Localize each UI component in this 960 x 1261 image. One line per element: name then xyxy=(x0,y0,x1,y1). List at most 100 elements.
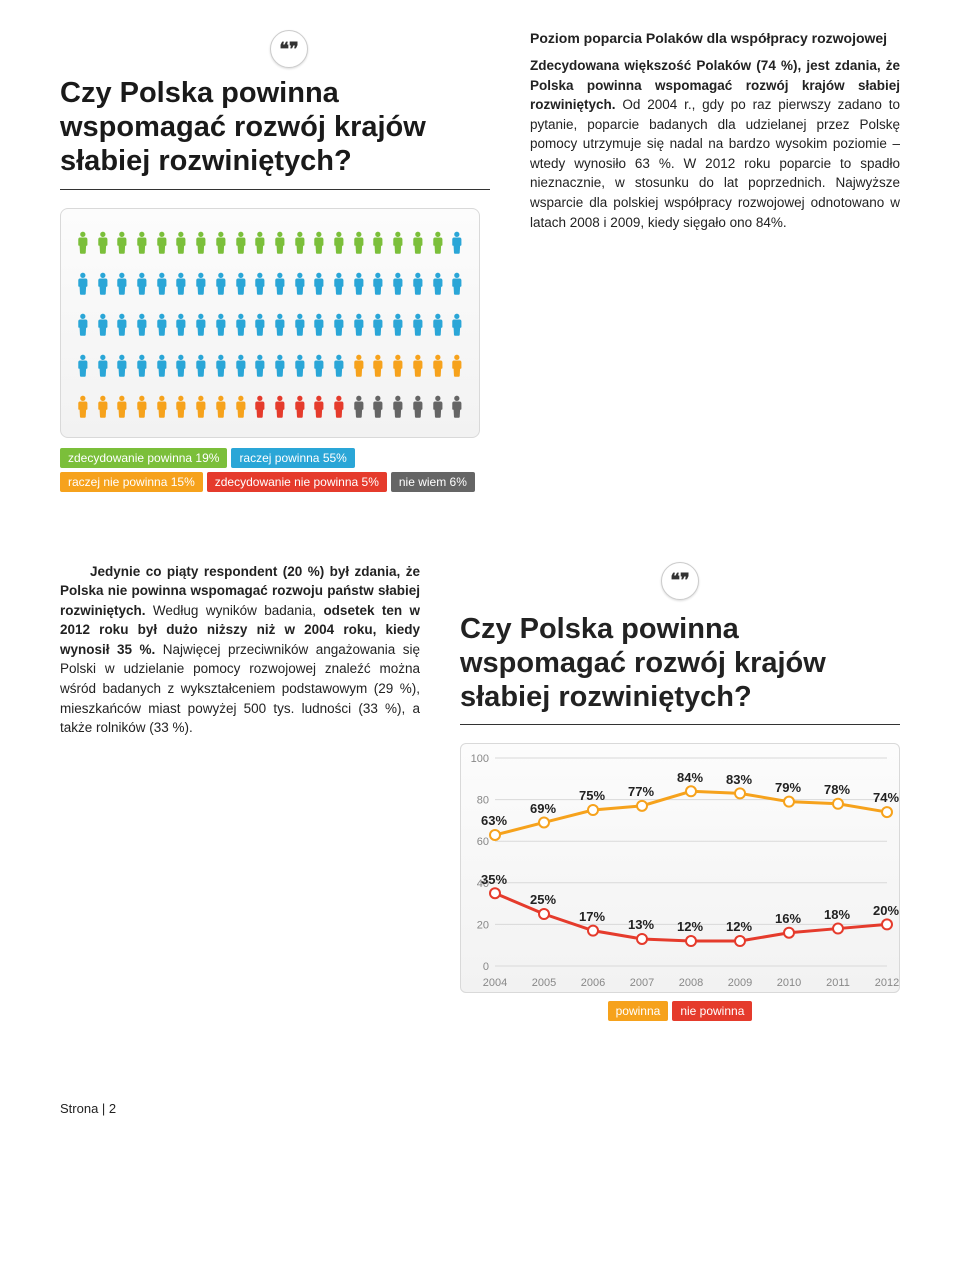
person-icon xyxy=(390,346,406,385)
person-icon xyxy=(449,387,465,426)
page-footer: Strona | 2 xyxy=(60,1101,900,1116)
person-icon xyxy=(331,223,347,262)
person-icon xyxy=(193,346,209,385)
person-icon xyxy=(430,387,446,426)
quote-icon: ❝❞ xyxy=(270,30,308,68)
person-icon xyxy=(272,223,288,262)
person-icon xyxy=(252,223,268,262)
person-icon xyxy=(95,346,111,385)
person-icon xyxy=(134,346,150,385)
chart-data-label: 63% xyxy=(481,813,507,828)
person-icon xyxy=(449,346,465,385)
person-icon xyxy=(95,264,111,303)
chart-data-label: 12% xyxy=(677,919,703,934)
svg-text:2005: 2005 xyxy=(532,977,556,989)
line-chart: 0204060801002004200520062007200820092010… xyxy=(460,743,900,993)
person-icon xyxy=(331,346,347,385)
person-icon xyxy=(272,305,288,344)
person-icon xyxy=(449,264,465,303)
person-icon xyxy=(114,387,130,426)
section-heading: Poziom poparcia Polaków dla współpracy r… xyxy=(530,30,900,46)
person-icon xyxy=(75,387,91,426)
svg-text:100: 100 xyxy=(471,753,489,765)
person-icon xyxy=(370,387,386,426)
line-chart-title: Czy Polska powinna wspomagać rozwój kraj… xyxy=(460,612,900,715)
person-icon xyxy=(252,305,268,344)
person-icon xyxy=(134,305,150,344)
chart-data-label: 75% xyxy=(579,788,605,803)
person-icon xyxy=(213,346,229,385)
person-icon xyxy=(311,223,327,262)
chart-data-label: 17% xyxy=(579,909,605,924)
person-icon xyxy=(173,305,189,344)
person-icon xyxy=(114,305,130,344)
person-icon xyxy=(95,305,111,344)
person-icon xyxy=(331,387,347,426)
person-icon xyxy=(390,387,406,426)
person-icon xyxy=(193,264,209,303)
person-icon xyxy=(351,264,367,303)
chart-data-label: 77% xyxy=(628,784,654,799)
person-icon xyxy=(311,346,327,385)
person-icon xyxy=(173,264,189,303)
person-icon xyxy=(311,305,327,344)
chart-data-label: 35% xyxy=(481,872,507,887)
svg-text:2008: 2008 xyxy=(679,977,703,989)
svg-text:2004: 2004 xyxy=(483,977,507,989)
chart-data-label: 79% xyxy=(775,780,801,795)
person-icon xyxy=(95,223,111,262)
title-rule xyxy=(60,189,490,190)
left-column-bottom: Jedynie co piąty respondent (20 %) był z… xyxy=(60,562,420,1022)
person-icon xyxy=(292,387,308,426)
person-icon xyxy=(114,346,130,385)
person-icon xyxy=(449,305,465,344)
person-icon xyxy=(292,264,308,303)
person-icon xyxy=(114,223,130,262)
svg-text:2006: 2006 xyxy=(581,977,605,989)
svg-text:2007: 2007 xyxy=(630,977,654,989)
person-icon xyxy=(272,346,288,385)
chart-data-label: 25% xyxy=(530,892,556,907)
person-icon xyxy=(75,305,91,344)
legend-pill: zdecydowanie powinna 19% xyxy=(60,448,227,468)
chart-data-label: 83% xyxy=(726,772,752,787)
legend-pill: nie powinna xyxy=(672,1001,752,1021)
chart-data-label: 69% xyxy=(530,801,556,816)
person-icon xyxy=(430,305,446,344)
legend-pill: powinna xyxy=(608,1001,669,1021)
person-icon xyxy=(173,387,189,426)
person-icon xyxy=(430,223,446,262)
person-icon xyxy=(311,387,327,426)
people-pictogram-chart xyxy=(60,208,480,438)
person-icon xyxy=(75,223,91,262)
person-icon xyxy=(370,346,386,385)
chart-data-label: 20% xyxy=(873,903,899,918)
chart-data-label: 16% xyxy=(775,911,801,926)
person-icon xyxy=(233,223,249,262)
person-icon xyxy=(370,223,386,262)
chart-data-label: 84% xyxy=(677,770,703,785)
person-icon xyxy=(233,346,249,385)
chart-data-label: 78% xyxy=(824,782,850,797)
person-icon xyxy=(252,387,268,426)
person-icon xyxy=(75,264,91,303)
quote-icon: ❝❞ xyxy=(661,562,699,600)
body-paragraph: Jedynie co piąty respondent (20 %) był z… xyxy=(60,562,420,738)
line-chart-legend: powinnanie powinna xyxy=(460,1001,900,1021)
person-icon xyxy=(430,346,446,385)
chart-data-label: 12% xyxy=(726,919,752,934)
person-icon xyxy=(252,346,268,385)
svg-text:2010: 2010 xyxy=(777,977,801,989)
person-icon xyxy=(410,346,426,385)
person-icon xyxy=(154,346,170,385)
person-icon xyxy=(351,223,367,262)
person-icon xyxy=(390,305,406,344)
person-icon xyxy=(193,387,209,426)
legend-pill: raczej powinna 55% xyxy=(231,448,354,468)
svg-text:2009: 2009 xyxy=(728,977,752,989)
person-icon xyxy=(173,346,189,385)
person-icon xyxy=(233,305,249,344)
person-icon xyxy=(390,223,406,262)
person-icon xyxy=(311,264,327,303)
legend-pill: raczej nie powinna 15% xyxy=(60,472,203,492)
